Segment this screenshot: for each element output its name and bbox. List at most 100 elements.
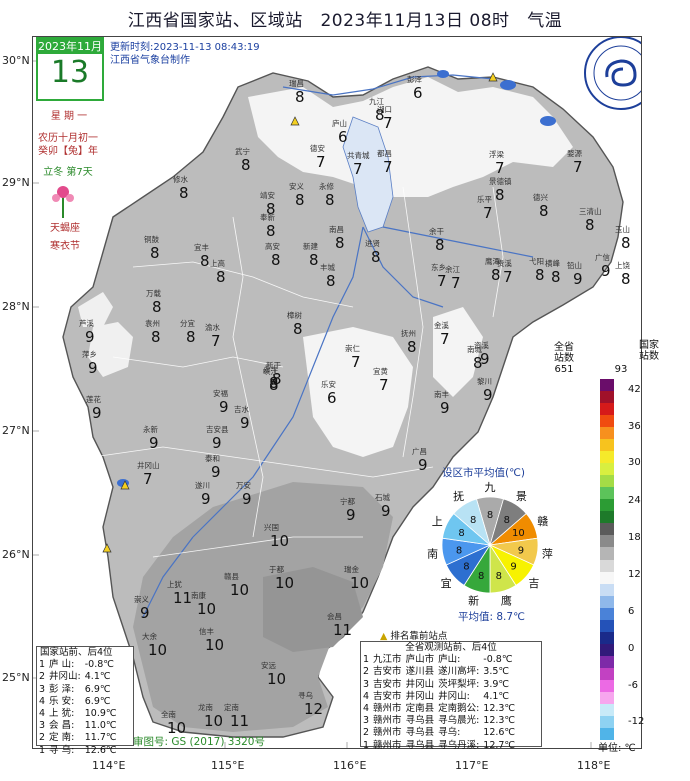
station-name: 湖口 xyxy=(377,105,392,114)
table-cell: 遂川高坪: xyxy=(438,666,480,678)
producer: 江西省气象台制作 xyxy=(110,55,190,66)
pie-value: 8 xyxy=(463,561,469,572)
calendar-weekday: 星 期 一 xyxy=(50,111,88,122)
station-value: 9 xyxy=(483,386,493,404)
update-time: 更新时刻:2023-11-13 08:43:19 xyxy=(110,42,260,53)
table-cell: 井冈山 xyxy=(405,678,435,690)
station-value: 7 xyxy=(383,114,393,132)
table-cell: 遂川县 xyxy=(405,666,435,678)
counts-header-2: 站数 xyxy=(554,353,574,364)
table-cell: 6.9℃ xyxy=(84,695,111,707)
station-name: 武宁 xyxy=(235,147,250,156)
table-cell: 2 xyxy=(39,732,46,744)
station-name: 贵溪 xyxy=(497,259,512,268)
station-value: 9 xyxy=(201,490,211,508)
pie-value: 9 xyxy=(510,561,516,572)
station-name: 上饶 xyxy=(615,261,630,270)
station-name: 三清山 xyxy=(579,207,602,216)
regional-rank-title: 全省观测站前、后4位 xyxy=(405,642,497,653)
table-cell: 彭 泽: xyxy=(49,683,75,695)
station-name: 丰城 xyxy=(320,263,335,272)
pie-slice xyxy=(453,498,491,547)
station-value: 10 xyxy=(205,636,225,654)
station-value: 9 xyxy=(140,604,150,622)
avg-value: 平均值: 8.7℃ xyxy=(458,611,525,623)
station-layer: 8 瑞昌 6 庐山 8 九江 6 彭泽 7 湖口 7 德安 8 武宁 7 共青城 7 都昌 7 浮梁 7 婺源 8 景德镇 8 修… xyxy=(33,37,641,748)
station-value: 8 xyxy=(491,266,501,284)
station-value: 8 xyxy=(272,370,282,388)
station-value: 12 xyxy=(304,700,324,718)
station-name: 德兴 xyxy=(533,193,548,202)
zodiac: 天蝎座 xyxy=(50,223,80,234)
station-value: 10 xyxy=(350,574,370,592)
table-row: 2 赣州市 寻乌县 寻乌: 12.6℃ xyxy=(361,727,517,739)
station-value: 9 xyxy=(212,434,222,452)
table-cell: 赣州市 xyxy=(373,739,402,751)
station-name: 进贤 xyxy=(365,239,380,248)
station-name: 泰和 xyxy=(205,454,220,463)
station-name: 信丰 xyxy=(199,627,214,636)
station-value: 8 xyxy=(293,320,303,338)
table-cell: -0.8℃ xyxy=(483,654,513,666)
lat-label-26: 26°N xyxy=(2,548,30,561)
table-cell: 1 xyxy=(363,654,370,666)
station-value: 8 xyxy=(551,268,561,286)
table-cell: 寻乌: xyxy=(438,727,461,739)
table-cell: 3.9℃ xyxy=(483,678,510,690)
station-value: 7 xyxy=(351,353,361,371)
table-cell: 1 xyxy=(39,744,46,756)
station-value: 7 xyxy=(211,332,221,350)
station-value: 8 xyxy=(179,184,189,202)
station-name: 寻乌 xyxy=(298,691,313,700)
station-value: 10 xyxy=(167,719,187,737)
station-value: 8 xyxy=(266,200,276,218)
station-value: 8 xyxy=(335,234,345,252)
table-cell: 1 xyxy=(363,739,370,751)
table-cell: 赣州市 xyxy=(373,727,402,739)
station-value: 8 xyxy=(295,191,305,209)
pie-value: 8 xyxy=(504,515,510,526)
station-value: 8 xyxy=(539,202,549,220)
station-name: 吉安县 xyxy=(206,425,229,434)
station-value: 9 xyxy=(346,506,356,524)
pie-city-label: 上 xyxy=(432,515,443,528)
station-name: 分宜 xyxy=(180,319,195,328)
calendar-lunar-year: 癸卯【兔】年 xyxy=(38,146,98,157)
station-name: 安福 xyxy=(213,389,228,398)
station-value: 8 xyxy=(271,251,281,269)
table-cell: 2 xyxy=(39,671,46,683)
station-name: 铜鼓 xyxy=(144,235,159,244)
station-value: 7 xyxy=(503,268,513,286)
station-name: 乐安 xyxy=(321,380,336,389)
nat-header-1: 国家 xyxy=(639,340,659,351)
station-value: 8 xyxy=(150,244,160,262)
table-cell: 寻 乌: xyxy=(49,744,75,756)
table-cell: 3.5℃ xyxy=(483,666,510,678)
station-value: 9 xyxy=(418,456,428,474)
station-name: 永丰 xyxy=(263,365,278,374)
lon-label-116: 116°E xyxy=(333,759,367,772)
station-value: 8 xyxy=(407,338,417,356)
station-value: 8 xyxy=(152,298,162,316)
station-name: 樟树 xyxy=(287,311,302,320)
table-cell: 4 xyxy=(363,690,370,702)
station-name: 崇仁 xyxy=(345,344,360,353)
station-name: 宁都 xyxy=(340,497,355,506)
table-cell: 2 xyxy=(363,727,370,739)
station-name: 共青城 xyxy=(347,151,370,160)
table-row: 3 赣州市 寻乌县 寻乌晨光: 12.3℃ xyxy=(361,715,517,727)
table-cell: 定 南: xyxy=(49,732,75,744)
station-value: 8 xyxy=(325,191,335,209)
table-cell: 3 xyxy=(363,715,370,727)
station-name: 靖安 xyxy=(260,191,275,200)
station-value: 9 xyxy=(381,502,391,520)
regional-rank-table: 1 九江市 庐山市 庐山: -0.8℃ 2 吉安市 遂川县 遂川高坪: 3.5℃ 3 吉安市 井冈山 茨坪… xyxy=(361,654,517,752)
table-cell: 定南鹅公: xyxy=(438,703,480,715)
regional-rank-panel: 全省观测站前、后4位 1 九江市 庐山市 庐山: -0.8℃ 2 吉安市 遂川县 遂川高坪: 3.… xyxy=(360,641,542,751)
station-value: 8 xyxy=(473,354,483,372)
table-cell: 3 xyxy=(39,683,46,695)
station-name: 新干 xyxy=(266,361,281,370)
station-name: 吉水 xyxy=(234,405,249,414)
